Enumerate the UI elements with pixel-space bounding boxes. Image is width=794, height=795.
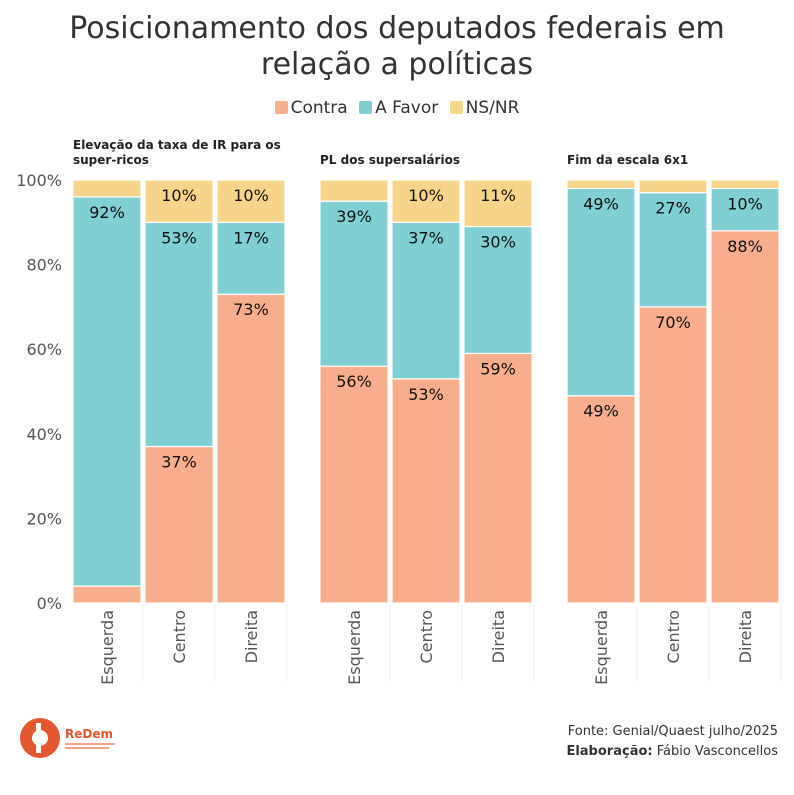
facet-title-supersalarios-line-1: PL dos supersalários <box>320 153 460 167</box>
bar-segment-a-favor <box>710 187 780 232</box>
y-tick-label: 0% <box>37 594 62 613</box>
data-label: 53% <box>161 228 197 247</box>
bar-segment-contra <box>566 395 636 604</box>
data-label: 10% <box>161 186 197 205</box>
legend-swatch-ns-nr <box>449 101 463 114</box>
data-label: 30% <box>480 233 516 252</box>
logo-tagline-line-2 <box>65 747 109 749</box>
data-label: 17% <box>233 228 269 247</box>
data-label: 59% <box>480 359 516 378</box>
bar-segment-contra <box>638 306 708 604</box>
data-label: 88% <box>727 237 763 256</box>
y-tick-label: 100% <box>16 171 62 190</box>
credit-note: Elaboração: Fábio Vasconcellos <box>566 744 778 759</box>
legend-label-contra: Contra <box>290 98 348 118</box>
x-tick-label: Centro <box>417 610 436 663</box>
facet-title-escala-6x1: Fim da escala 6x1 <box>567 153 688 168</box>
x-tick-label: Direita <box>242 610 261 663</box>
bar-segment-ns-nr <box>566 179 636 190</box>
bar-segment-ns-nr <box>638 179 708 194</box>
facet-title-supersalarios: PL dos supersalários <box>320 153 460 168</box>
x-tick-label: Esquerda <box>592 610 611 685</box>
x-tick-label: Esquerda <box>98 610 117 685</box>
bar-segment-a-favor <box>463 225 533 355</box>
legend-label-ns-nr: NS/NR <box>465 98 520 118</box>
data-label: 39% <box>336 207 372 226</box>
data-label: 49% <box>583 194 619 213</box>
data-label: 73% <box>233 300 269 319</box>
redem-logo: ReDem <box>20 718 115 758</box>
bar-segment-a-favor <box>216 221 286 295</box>
bar-segment-ns-nr <box>319 179 389 202</box>
bar-segment-contra <box>144 445 214 604</box>
facet-title-ir: Elevação da taxa de IR para os super-ric… <box>73 138 281 168</box>
facet-title-ir-line-1: Elevação da taxa de IR para os <box>73 138 281 152</box>
data-label: 10% <box>233 186 269 205</box>
data-label: 53% <box>408 385 444 404</box>
bar-segment-a-favor <box>144 221 214 448</box>
bar-segment-contra <box>463 352 533 604</box>
data-label: 11% <box>480 186 516 205</box>
chart-title-line-1: Posicionamento dos deputados federais em <box>69 11 725 46</box>
bar-segment-contra <box>391 378 461 604</box>
data-label: 70% <box>655 313 691 332</box>
data-label: 10% <box>408 186 444 205</box>
facet-title-ir-line-2: super-ricos <box>73 153 149 167</box>
bar-segment-ns-nr <box>463 179 533 228</box>
bar-segment-ns-nr <box>216 179 286 223</box>
legend-swatch-contra <box>274 101 288 114</box>
bar-segment-a-favor <box>566 187 636 397</box>
y-tick-label: 20% <box>26 509 62 528</box>
legend-item-ns-nr: NS/NR <box>449 98 520 118</box>
bar-segment-a-favor <box>72 196 142 587</box>
bar-segment-ns-nr <box>72 179 142 198</box>
y-tick-label: 40% <box>26 425 62 444</box>
y-tick-label: 60% <box>26 340 62 359</box>
legend-swatch-a-favor <box>359 101 373 114</box>
logo-text: ReDem <box>65 727 113 741</box>
stacked-bar-chart: 0% 20% 40% 60% 80% 100% 92% Esquerda 37% 53% 10% Ce… <box>16 171 782 685</box>
data-label: 56% <box>336 372 372 391</box>
bar-segment-a-favor <box>391 221 461 380</box>
bar-segment-contra <box>216 293 286 604</box>
y-tick-label: 80% <box>26 256 62 275</box>
bar-segment-ns-nr <box>391 179 461 223</box>
logo-bar <box>36 723 41 753</box>
bar-segment-contra <box>319 365 389 604</box>
x-tick-label: Esquerda <box>345 610 364 685</box>
legend: Contra A Favor NS/NR <box>0 98 794 118</box>
x-tick-label: Direita <box>489 610 508 663</box>
data-label: 10% <box>727 194 763 213</box>
legend-label-a-favor: A Favor <box>375 98 439 118</box>
logo-tagline-line-1 <box>65 743 115 745</box>
source-note: Fonte: Genial/Quaest julho/2025 <box>567 724 778 739</box>
legend-item-a-favor: A Favor <box>359 98 438 118</box>
bar-segment-ns-nr <box>710 179 780 190</box>
data-label: 37% <box>408 228 444 247</box>
x-tick-label: Centro <box>170 610 189 663</box>
x-tick-label: Centro <box>664 610 683 663</box>
bar-segment-contra <box>72 585 142 604</box>
credit-name: Fábio Vasconcellos <box>656 744 778 759</box>
credit-label: Elaboração: <box>566 744 653 759</box>
legend-item-contra: Contra <box>274 98 348 118</box>
facet-title-escala-line-1: Fim da escala 6x1 <box>567 153 689 167</box>
bar-segment-contra <box>710 230 780 604</box>
data-label: 49% <box>583 402 619 421</box>
x-tick-label: Direita <box>736 610 755 663</box>
data-label: 92% <box>89 203 125 222</box>
chart-title-line-2: relação a políticas <box>260 47 534 82</box>
data-label: 37% <box>161 452 197 471</box>
data-label: 27% <box>655 199 691 218</box>
bar-segment-ns-nr <box>144 179 214 223</box>
